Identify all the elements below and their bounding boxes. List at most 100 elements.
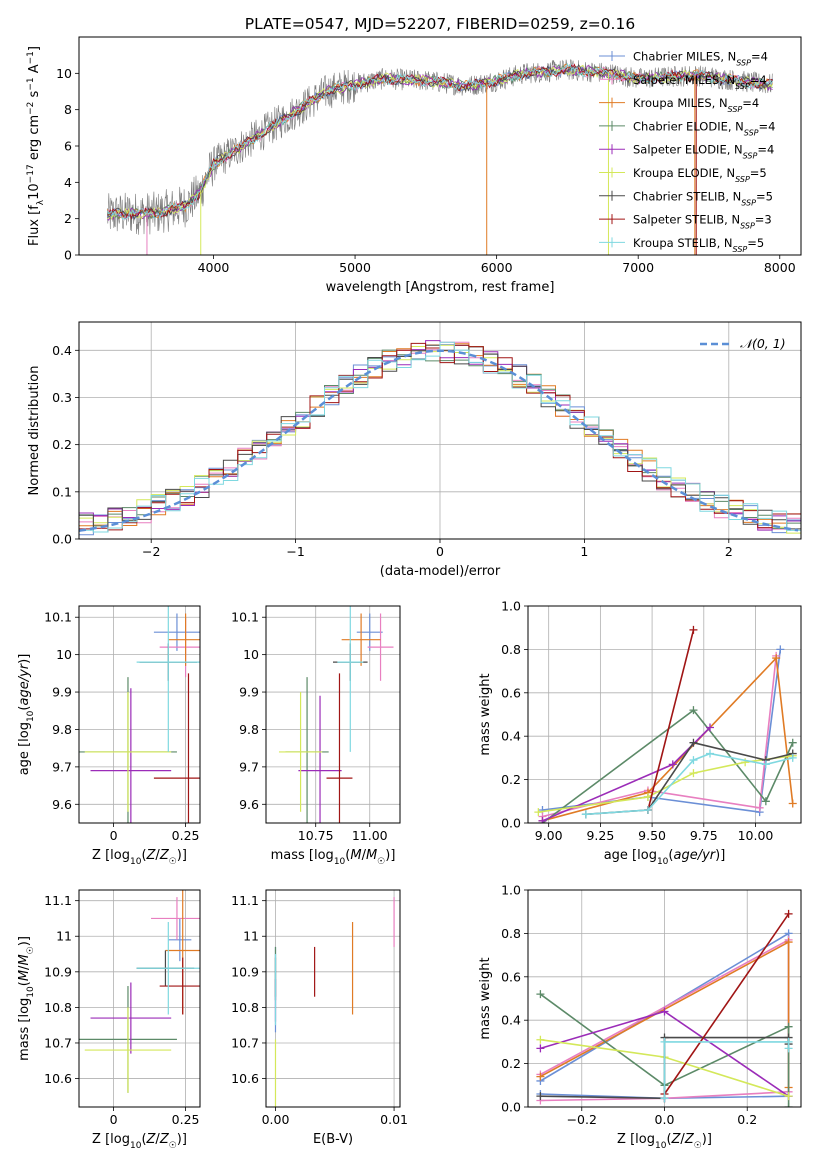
legend-label: Kroupa MILES, NSSP=4 bbox=[633, 96, 759, 114]
series-point bbox=[784, 1022, 793, 1031]
plot-area bbox=[79, 890, 200, 1093]
axes-frame bbox=[265, 889, 401, 1108]
panel-residuals: −2 −1 0 1 2 0.0 0.1 0.2 0.3 0.4 (data-model)/error… bbox=[27, 321, 802, 579]
legend-value: =4 bbox=[757, 143, 774, 157]
label-part: 10 bbox=[27, 183, 42, 200]
series-line bbox=[663, 913, 790, 1095]
y-tick-label: 0.6 bbox=[501, 969, 521, 984]
label-part: )] bbox=[177, 1132, 187, 1147]
y-tick-label: 11.1 bbox=[231, 893, 259, 908]
label-part: ☉ bbox=[169, 857, 177, 867]
label-part: M bbox=[350, 848, 361, 863]
y-tick-label: 10.9 bbox=[231, 964, 259, 979]
label-part: ☉ bbox=[26, 946, 36, 954]
legend-value: =3 bbox=[755, 213, 772, 227]
label-part: 10 bbox=[655, 1141, 667, 1151]
label-part: mass [ bbox=[17, 1018, 32, 1061]
legend-value: =4 bbox=[759, 119, 776, 133]
label-part: 10 bbox=[334, 857, 346, 867]
y-tick-label: 0.2 bbox=[52, 437, 72, 452]
x-axis-label: age [log10(age/yr)] bbox=[604, 848, 726, 867]
y-tick-label: 8 bbox=[64, 102, 72, 117]
label-part: log bbox=[110, 1132, 130, 1147]
y-tick-label: 0.1 bbox=[52, 484, 72, 499]
y-tick-label: 0.4 bbox=[501, 729, 521, 744]
series-point bbox=[536, 1092, 545, 1101]
y-tick-label: 10.6 bbox=[231, 1071, 259, 1086]
page-title: PLATE=0547, MJD=52207, FIBERID=0259, z=0… bbox=[245, 15, 635, 33]
label-part: / bbox=[362, 848, 367, 863]
legend-sub: SSP bbox=[733, 244, 748, 253]
label-part: log bbox=[635, 1132, 655, 1147]
plot-area bbox=[106, 59, 774, 255]
label-part: Z [ bbox=[617, 1132, 635, 1147]
label-part: A bbox=[27, 64, 42, 77]
label-part: )] bbox=[17, 654, 32, 664]
label-part: age/yr bbox=[673, 848, 716, 863]
x-tick-label: 7000 bbox=[622, 260, 654, 275]
label-part: log bbox=[637, 848, 657, 863]
x-tick-label: 0.01 bbox=[380, 1112, 408, 1127]
series-point bbox=[755, 803, 764, 812]
label-part: ( bbox=[17, 981, 32, 986]
x-tick-label: 0.00 bbox=[262, 1112, 290, 1127]
x-axis-label: mass [log10(M/M☉)] bbox=[271, 848, 396, 867]
y-tick-label: 9.8 bbox=[239, 722, 259, 737]
label-part: Flux [f bbox=[27, 205, 42, 246]
legend-sub: SSP bbox=[736, 58, 751, 67]
label-part: ☉ bbox=[169, 1141, 177, 1151]
label-part: ( bbox=[17, 706, 32, 711]
x-tick-label: 0.0 bbox=[655, 1112, 675, 1127]
y-tick-label: 9.6 bbox=[52, 797, 72, 812]
label-part: 10 bbox=[130, 857, 142, 867]
label-part: mass weight bbox=[478, 957, 493, 1039]
series-point bbox=[761, 760, 770, 769]
label-part: mass [ bbox=[271, 848, 314, 863]
y-tick-label: 0.0 bbox=[501, 816, 521, 831]
label-part: −1 bbox=[26, 77, 36, 90]
y-tick-label: 0 bbox=[64, 248, 72, 263]
plot-area bbox=[274, 897, 395, 1107]
label-part: age [ bbox=[17, 742, 32, 775]
legend-sub: SSP bbox=[744, 128, 759, 137]
series-point bbox=[784, 1092, 793, 1101]
legend-value: =4 bbox=[751, 50, 768, 64]
legend-name: Kroupa STELIB, N bbox=[633, 236, 733, 250]
legend-label: Kroupa ELODIE, NSSP=5 bbox=[633, 166, 767, 184]
series-point bbox=[784, 938, 793, 947]
series-line bbox=[585, 741, 793, 816]
x-tick-label: 6000 bbox=[481, 260, 513, 275]
y-tick-label: 9.9 bbox=[52, 685, 72, 700]
x-tick-label: −2 bbox=[142, 544, 160, 559]
x-axis-label: wavelength [Angstrom, rest frame] bbox=[326, 280, 555, 295]
y-axis-label: Flux [fλ10−17 erg cm−2 s−1 A−1] bbox=[26, 46, 46, 246]
series-point bbox=[689, 756, 698, 765]
x-tick-label: 0.25 bbox=[172, 828, 200, 843]
panel-spectrum: 4000 5000 6000 7000 8000 0 2 4 6 8 10 wavelength [A… bbox=[26, 36, 802, 295]
legend-name: Salpeter MILES, N bbox=[633, 73, 735, 87]
label-part: Z [ bbox=[92, 848, 110, 863]
label-part: erg cm bbox=[27, 115, 42, 164]
y-tick-label: 9.7 bbox=[52, 759, 72, 774]
legend-label: 𝒩(0, 1) bbox=[740, 336, 786, 351]
label-part: )] bbox=[177, 848, 187, 863]
series-point bbox=[643, 805, 652, 814]
label-part: E(B-V) bbox=[313, 1132, 353, 1147]
label-part: ☉ bbox=[694, 1141, 702, 1151]
y-tick-label: 0.8 bbox=[501, 642, 521, 657]
series-point bbox=[784, 909, 793, 918]
x-axis-label: Z [log10(Z/Z☉)] bbox=[92, 1132, 187, 1151]
y-tick-label: 1.0 bbox=[501, 883, 521, 898]
series-point bbox=[772, 654, 781, 663]
series-point bbox=[536, 1044, 545, 1053]
x-tick-label: −1 bbox=[286, 544, 304, 559]
y-tick-label: 11 bbox=[56, 929, 72, 944]
x-tick-label: 9.75 bbox=[690, 828, 718, 843]
x-tick-label: 9.00 bbox=[535, 828, 563, 843]
series-point bbox=[660, 1094, 669, 1103]
y-tick-label: 9.7 bbox=[239, 759, 259, 774]
panel-massweight_vs_age: 9.00 9.25 9.50 9.75 10.00 0.0 0.2 0.4 0.6 0.8 1.0 a… bbox=[478, 599, 802, 867]
y-tick-label: 0.4 bbox=[52, 343, 72, 358]
legend-name: Salpeter ELODIE, N bbox=[633, 143, 743, 157]
